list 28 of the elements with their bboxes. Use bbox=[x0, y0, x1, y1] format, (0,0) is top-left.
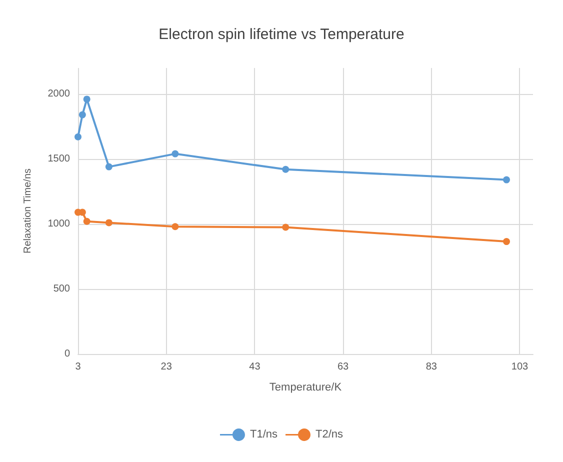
point bbox=[282, 224, 290, 231]
point bbox=[282, 166, 290, 173]
y-tick-label: 2000 bbox=[48, 88, 70, 100]
x-tick-label: 83 bbox=[426, 362, 438, 372]
x-axis-title: Temperature/K bbox=[269, 382, 342, 394]
point bbox=[105, 163, 112, 170]
point bbox=[503, 238, 510, 246]
y-axis-title: Relaxation Time/ns bbox=[22, 168, 34, 254]
x-tick-label: 103 bbox=[511, 362, 529, 372]
x-tick-label: 43 bbox=[249, 362, 261, 372]
y-tick-label: 500 bbox=[53, 284, 70, 294]
legend-label: T1/ns bbox=[250, 428, 278, 441]
x-tick-label: 3 bbox=[75, 362, 82, 372]
x-tick-label: 23 bbox=[160, 362, 172, 372]
chart-title: Electron spin lifetime vs Temperature bbox=[158, 26, 404, 43]
y-tick-label: 0 bbox=[64, 348, 70, 360]
point bbox=[172, 223, 179, 230]
legend-label: T2/ns bbox=[316, 428, 344, 441]
point bbox=[83, 218, 90, 225]
point bbox=[503, 176, 510, 184]
point bbox=[83, 96, 90, 103]
point bbox=[105, 219, 112, 226]
point bbox=[172, 150, 179, 158]
y-tick-label: 1500 bbox=[48, 154, 70, 164]
x-tick-label: 63 bbox=[337, 362, 350, 372]
y-tick-label: 1000 bbox=[48, 218, 70, 230]
point bbox=[74, 133, 82, 140]
point bbox=[78, 111, 86, 118]
